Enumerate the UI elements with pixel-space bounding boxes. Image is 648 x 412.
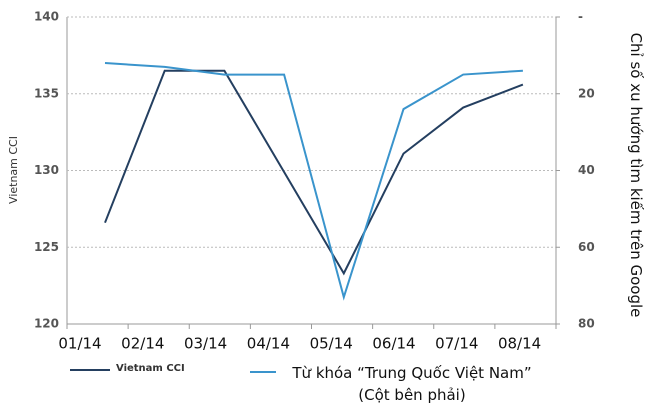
series-line — [104, 69, 524, 276]
series-line — [104, 62, 523, 301]
y2-tick-label: 80 — [578, 317, 595, 331]
legend-label: Vietnam CCI — [116, 363, 185, 374]
y-tick-label: 130 — [34, 163, 59, 177]
y-axis-label: Vietnam CCI — [7, 136, 20, 204]
y-tick-label: 135 — [34, 86, 59, 100]
legend-swatch — [70, 369, 110, 371]
y-tick-label: 140 — [34, 10, 59, 24]
x-tick-label: 03/14 — [184, 335, 227, 353]
x-tick-label: 08/14 — [498, 335, 541, 353]
y2-axis-label: Chỉ số xu hướng tìm kiếm trên Google — [627, 32, 645, 318]
x-tick-label: 04/14 — [247, 335, 290, 353]
y2-tick-label: 40 — [578, 163, 595, 177]
legend-item: Vietnam CCI — [70, 360, 185, 374]
y2-tick-label: 20 — [578, 86, 595, 100]
x-tick-label: 01/14 — [58, 335, 101, 353]
y-tick-label: 120 — [34, 317, 59, 331]
y-tick-label: 125 — [34, 240, 59, 254]
y2-tick-label: 60 — [578, 240, 595, 254]
x-tick-label: 06/14 — [372, 335, 415, 353]
legend-swatch — [250, 371, 276, 373]
x-tick-label: 07/14 — [435, 335, 478, 353]
y2-tick-label: - — [578, 10, 583, 24]
x-tick-label: 05/14 — [310, 335, 353, 353]
x-tick-label: 02/14 — [121, 335, 164, 353]
legend-label: Từ khóa “Trung Quốc Việt Nam” (Cột bên p… — [292, 364, 532, 404]
legend-item: Từ khóa “Trung Quốc Việt Nam” (Cột bên p… — [250, 362, 542, 406]
